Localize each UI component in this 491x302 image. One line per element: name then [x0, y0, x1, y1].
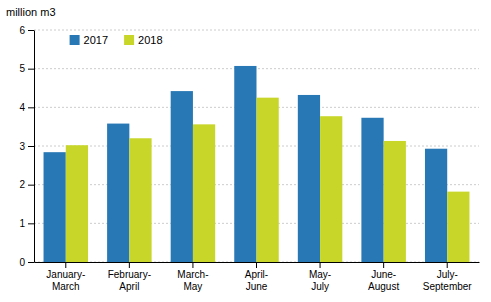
bar-series — [44, 66, 448, 262]
bar — [447, 192, 469, 262]
tick: July-September — [423, 262, 473, 292]
y-axis: 0 1 2 3 4 5 6 — [19, 25, 34, 268]
tick-mark — [383, 262, 384, 268]
legend-label: 2018 — [138, 34, 162, 46]
tick: 5 — [19, 63, 34, 74]
tick-label: April-June — [245, 269, 268, 292]
bar — [107, 124, 129, 262]
tick-mark — [28, 146, 34, 147]
tick-label: February-April — [108, 269, 151, 292]
bar — [66, 145, 88, 262]
grid-line — [34, 30, 479, 31]
tick-label: 2 — [19, 179, 25, 190]
tick-label: 3 — [19, 141, 25, 152]
tick: February-April — [108, 262, 151, 292]
tick-mark — [28, 185, 34, 186]
bar — [234, 66, 256, 262]
tick-mark — [28, 30, 34, 31]
tick-mark — [129, 262, 130, 268]
y-axis-title: million m3 — [6, 6, 56, 18]
bar-series — [66, 98, 470, 262]
tick-mark — [320, 262, 321, 268]
bar — [171, 91, 193, 262]
tick-mark — [28, 69, 34, 70]
tick-mark — [28, 107, 34, 108]
tick-label: 5 — [19, 63, 25, 74]
tick: May-July — [309, 262, 331, 292]
tick: June-August — [368, 262, 399, 292]
bar — [384, 141, 406, 262]
grid — [34, 30, 479, 262]
tick-label: January-March — [46, 269, 85, 292]
bars — [44, 66, 470, 262]
tick: January-March — [46, 262, 85, 292]
plot: 0 1 2 3 4 5 6 January-March February-April March-… — [19, 25, 479, 292]
tick-label: July-September — [423, 269, 473, 292]
legend: 2017 2018 — [70, 34, 163, 46]
tick-mark — [65, 262, 66, 268]
axis-line — [34, 31, 35, 263]
tick: 0 — [19, 257, 34, 268]
tick-label: 1 — [19, 218, 25, 229]
legend-label: 2017 — [84, 34, 108, 46]
tick: April-June — [245, 262, 268, 292]
legend-swatch — [70, 35, 80, 45]
bar — [298, 95, 320, 262]
tick-label: 6 — [19, 25, 25, 36]
tick-label: 0 — [19, 257, 25, 268]
tick-mark — [447, 262, 448, 268]
bar — [320, 116, 342, 262]
x-axis: January-March February-April March-May Apri… — [35, 262, 480, 292]
tick-mark — [192, 262, 193, 268]
tick: 4 — [19, 102, 34, 113]
tick: 3 — [19, 141, 34, 152]
tick-mark — [28, 223, 34, 224]
legend-item: 2017 — [70, 34, 108, 46]
tick-mark — [28, 262, 34, 263]
bar — [193, 124, 215, 262]
tick: 6 — [19, 25, 34, 36]
tick: March-May — [177, 262, 208, 292]
tick-label: May-July — [309, 269, 331, 292]
tick: 2 — [19, 179, 34, 190]
tick: 1 — [19, 218, 34, 229]
bar — [425, 149, 447, 262]
tick-label: 4 — [19, 102, 25, 113]
bar — [129, 138, 151, 262]
tick-mark — [256, 262, 257, 268]
bar — [44, 152, 66, 262]
bar — [361, 118, 383, 262]
bar — [257, 98, 279, 262]
tick-label: June-August — [368, 269, 399, 292]
legend-swatch — [124, 35, 134, 45]
legend-item: 2018 — [124, 34, 162, 46]
tick-label: March-May — [177, 269, 208, 292]
chart: 0 1 2 3 4 5 6 January-March February-April March-… — [0, 0, 491, 302]
